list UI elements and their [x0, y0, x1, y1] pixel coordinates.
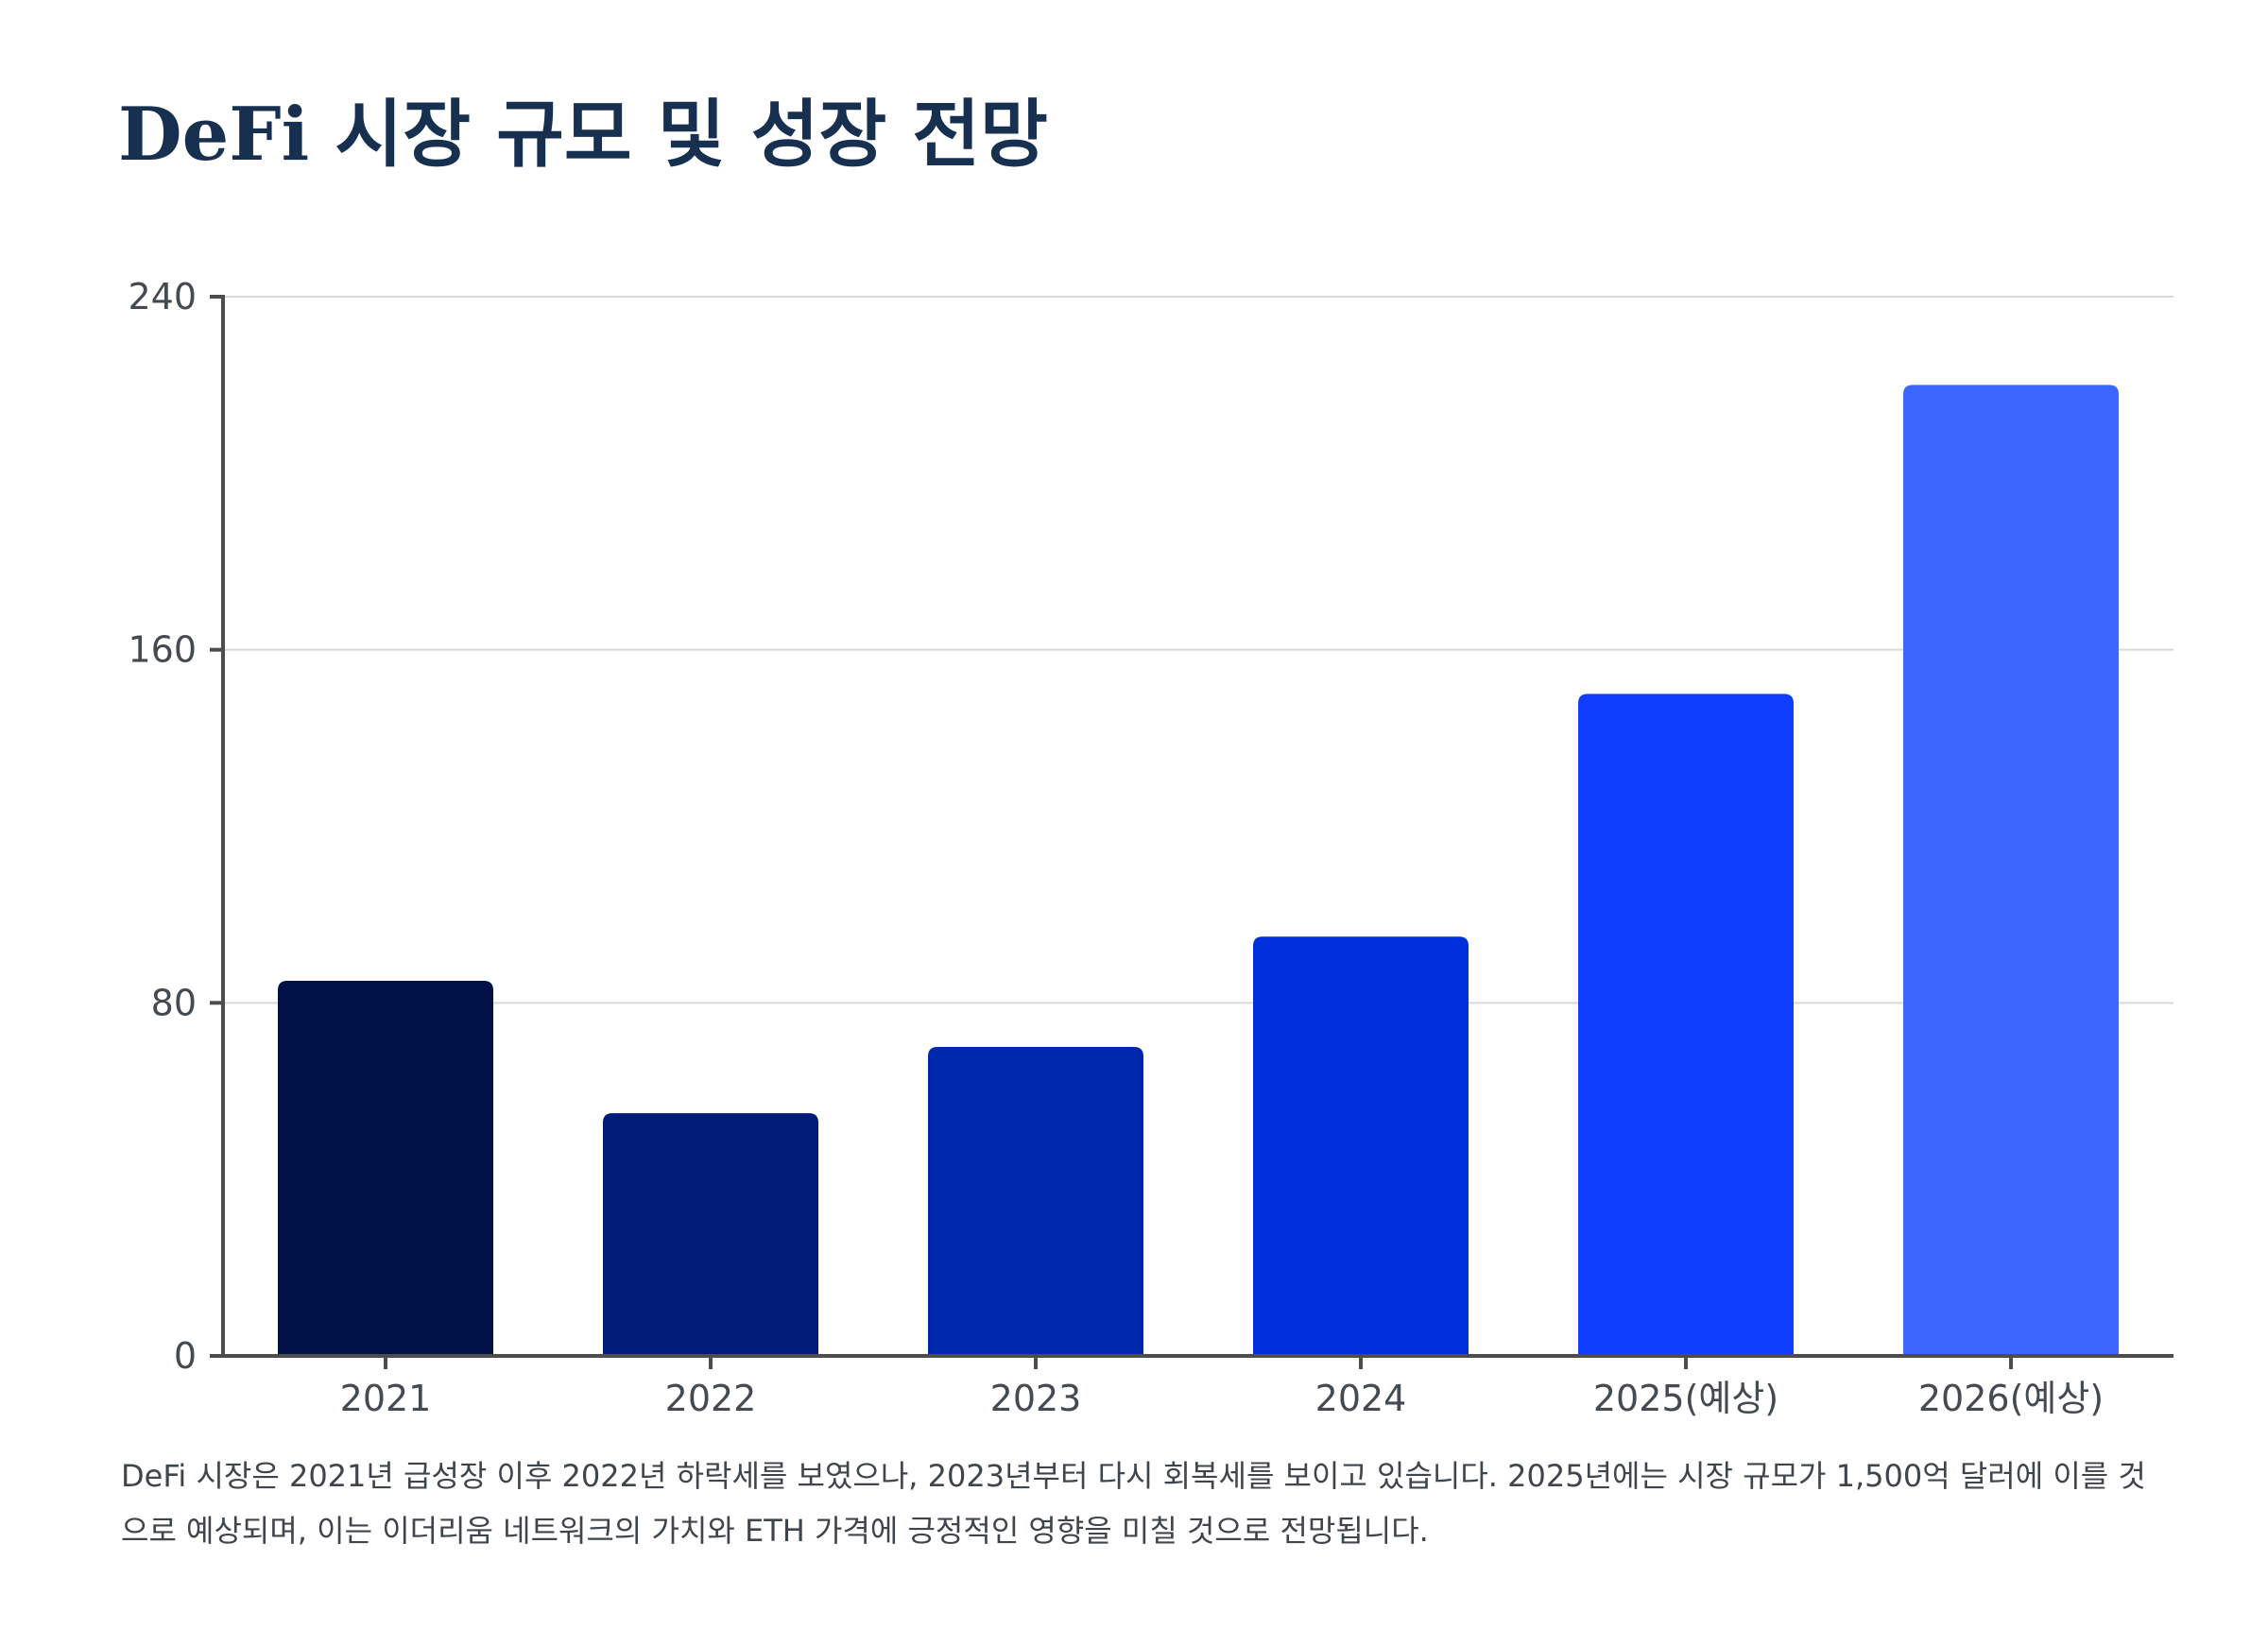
gridlines [223, 296, 2174, 1004]
bar-2024 [1253, 936, 1469, 1356]
y-tick-label: 240 [128, 276, 197, 317]
axes [210, 295, 2174, 1369]
chart-caption: DeFi 시장은 2021년 급성장 이후 2022년 하락세를 보였으나, 2… [121, 1458, 2146, 1549]
bar-2025(예상) [1578, 694, 1794, 1356]
y-tick-label: 160 [128, 629, 197, 671]
bar-2023 [928, 1047, 1143, 1356]
bar-2021 [278, 980, 493, 1356]
x-tick-label: 2021 [340, 1378, 432, 1419]
page-title: DeFi 시장 규모 및 성장 전망 [118, 92, 1048, 178]
bar-2026(예상) [1903, 385, 2119, 1357]
y-tick-label: 80 [151, 982, 197, 1023]
x-tick-label: 2022 [665, 1378, 757, 1419]
x-tick-label: 2024 [1315, 1378, 1407, 1419]
tick-labels: 0 80 160 240 2021 2022 2023 2024 2025(예상) 2026(예상… [128, 276, 2104, 1419]
bar-2022 [603, 1113, 818, 1356]
bars [278, 385, 2119, 1357]
x-tick-label: 2025(예상) [1593, 1378, 1778, 1419]
y-tick-label: 0 [174, 1335, 197, 1377]
x-tick-label: 2026(예상) [1918, 1378, 2104, 1419]
x-tick-label: 2023 [990, 1378, 1082, 1419]
